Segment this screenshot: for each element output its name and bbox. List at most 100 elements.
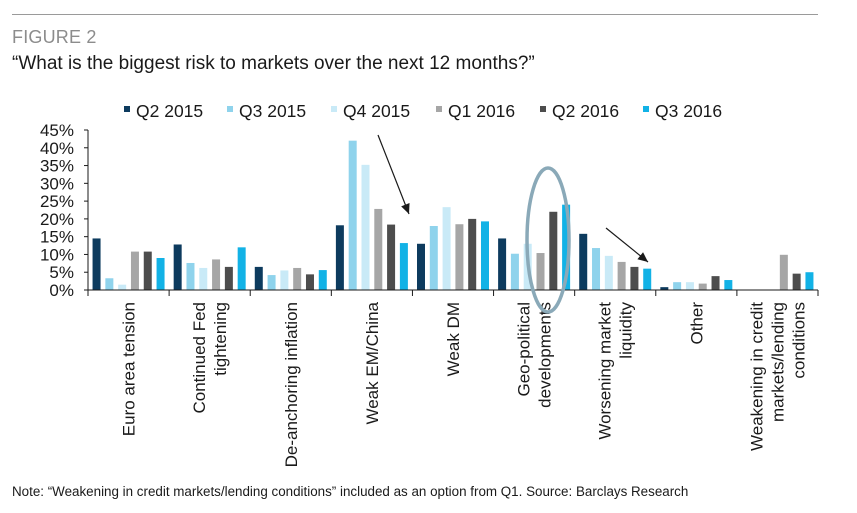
bar-q2-2016-de-anchoring-inflation [305, 274, 314, 290]
bar-q2-2015-continued-fed-tightening [173, 244, 182, 290]
category-label-line: Weak EM/China [363, 301, 382, 424]
bar-q3-2015-euro-area-tension [105, 278, 114, 290]
bar-q4-2015-euro-area-tension [118, 284, 127, 290]
legend-swatch-q3-2016 [643, 106, 649, 112]
category-label-worsening-market-liquidity: Worsening market liquidity [596, 302, 636, 440]
y-tick-label: 10% [40, 245, 74, 264]
bar-q2-2015-other [660, 287, 669, 290]
annotation-ellipse-geo-political [525, 166, 571, 314]
category-label-line: conditions [789, 302, 808, 379]
bar-q2-2015-de-anchoring-inflation [254, 266, 263, 290]
category-label-line: Worsening market [596, 302, 615, 440]
annotation-arrow-weak-em-china [377, 134, 410, 215]
bar-q2-2016-weak-em-china [387, 224, 396, 290]
y-tick-label: 20% [40, 210, 74, 229]
bar-q2-2016-continued-fed-tightening [224, 266, 233, 290]
bar-q3-2016-weakening-in-credit-markets-lending-conditions [805, 272, 814, 290]
bar-q4-2015-de-anchoring-inflation [280, 270, 289, 290]
bar-q4-2015-weak-em-china [361, 164, 370, 290]
bar-q3-2015-weak-dm [429, 226, 438, 290]
legend-label-q2-2016: Q2 2016 [552, 101, 619, 121]
bar-q3-2015-geo-political-developments [510, 253, 519, 290]
legend-swatch-q1-2016 [436, 106, 442, 112]
bar-q3-2016-de-anchoring-inflation [318, 270, 327, 290]
bar-q2-2016-weakening-in-credit-markets-lending-conditions [792, 273, 801, 290]
bar-q2-2016-euro-area-tension [143, 251, 152, 290]
arrow-shaft [377, 134, 410, 215]
bar-q2-2015-geo-political-developments [498, 238, 507, 290]
category-label-geo-political-developments: Geo-political developments [515, 302, 555, 408]
category-label-weak-dm: Weak DM [444, 302, 463, 376]
bar-q1-2016-weak-em-china [374, 208, 383, 290]
y-tick-label: 25% [40, 192, 74, 211]
category-label-line: Weak DM [444, 302, 463, 376]
bar-q1-2016-worsening-market-liquidity [617, 261, 626, 290]
bar-q1-2016-de-anchoring-inflation [293, 267, 302, 290]
bar-q4-2015-weak-dm [442, 207, 451, 290]
bar-q3-2015-other [673, 282, 682, 290]
bar-q3-2015-continued-fed-tightening [186, 262, 195, 290]
legend-swatch-q4-2015 [331, 106, 337, 112]
bar-q3-2016-geo-political-developments [562, 204, 571, 290]
bar-q2-2015-worsening-market-liquidity [579, 233, 588, 290]
y-tick-label: 5% [49, 263, 74, 282]
y-tick-label: 30% [40, 174, 74, 193]
bar-q3-2015-worsening-market-liquidity [592, 248, 601, 290]
category-label-de-anchoring-inflation: De-anchoring inflation [282, 302, 301, 467]
figure-label: FIGURE 2 [12, 27, 97, 47]
category-label-euro-area-tension: Euro area tension [120, 302, 139, 436]
bar-q4-2015-other [685, 282, 694, 290]
category-label-weakening-in-credit-markets-lending-conditions: Weakening in credit markets/lending condit… [747, 302, 808, 451]
bar-q3-2016-weak-em-china [399, 243, 408, 290]
category-label-line: Continued Fed [190, 302, 209, 414]
category-label-line: liquidity [617, 302, 636, 359]
legend-label-q1-2016: Q1 2016 [448, 101, 515, 121]
bar-q2-2015-weak-dm [417, 243, 425, 290]
bar-q3-2016-weak-dm [481, 221, 489, 290]
legend-label-q3-2015: Q3 2015 [239, 101, 306, 121]
bar-q1-2016-weak-dm [455, 224, 464, 290]
y-tick-label: 40% [40, 139, 74, 158]
y-tick-label: 0% [49, 281, 74, 300]
bar-q2-2016-worsening-market-liquidity [630, 266, 639, 290]
arrowhead [401, 203, 410, 214]
category-label-line: Geo-political [515, 302, 534, 397]
legend-label-q3-2016: Q3 2016 [655, 101, 722, 121]
bar-q4-2015-continued-fed-tightening [199, 267, 208, 290]
bar-q1-2016-other [698, 283, 707, 290]
annotation-arrow-market-liquidity [605, 227, 649, 263]
legend-label-q4-2015: Q4 2015 [343, 101, 410, 121]
category-label-line: Other [687, 302, 706, 345]
bar-q3-2016-continued-fed-tightening [237, 247, 246, 290]
category-label-weak-em-china: Weak EM/China [363, 301, 382, 424]
category-label-line: De-anchoring inflation [282, 302, 301, 467]
legend-swatch-q2-2015 [124, 106, 130, 112]
bar-q2-2015-weak-em-china [335, 225, 344, 290]
y-tick-label: 45% [40, 121, 74, 140]
legend-swatch-q2-2016 [540, 106, 546, 112]
arrowhead [637, 252, 648, 262]
legend-swatch-q3-2015 [227, 106, 233, 112]
bar-q1-2016-weakening-in-credit-markets-lending-conditions [779, 254, 788, 290]
category-label-other: Other [687, 302, 706, 345]
category-label-line: tightening [211, 302, 230, 376]
category-label-line: developments [536, 302, 555, 408]
category-label-line: Euro area tension [120, 302, 139, 436]
bar-q3-2015-weak-em-china [348, 140, 357, 290]
category-label-line: Weakening in credit [747, 302, 766, 451]
category-label-continued-fed-tightening: Continued Fed tightening [190, 302, 230, 414]
y-tick-label: 15% [40, 228, 74, 247]
bar-q3-2016-other [724, 280, 733, 290]
bar-q1-2016-euro-area-tension [130, 251, 139, 290]
bar-q2-2015-euro-area-tension [92, 238, 101, 290]
legend-label-q2-2015: Q2 2015 [136, 101, 203, 121]
bar-q1-2016-continued-fed-tightening [212, 259, 221, 290]
figure-note: Note: “Weakening in credit markets/lendi… [12, 484, 689, 499]
bar-q1-2016-geo-political-developments [536, 253, 545, 290]
bar-q3-2016-worsening-market-liquidity [643, 268, 652, 290]
bar-q2-2016-other [711, 276, 720, 290]
bar-q4-2015-worsening-market-liquidity [604, 255, 613, 290]
category-label-line: markets/lending [768, 302, 787, 422]
bar-q2-2016-geo-political-developments [549, 211, 558, 290]
